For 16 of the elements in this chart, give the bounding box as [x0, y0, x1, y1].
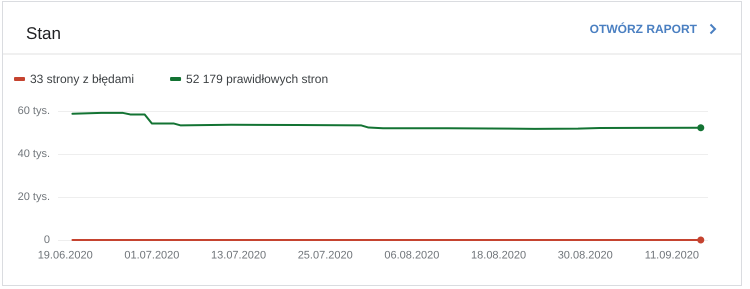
- x-tick-label: 06.08.2020: [384, 250, 440, 262]
- text: OTWÓRZ RAPORT: [590, 22, 698, 36]
- x-tick-label: 30.08.2020: [558, 250, 613, 262]
- y-tick-label: 40 tys.: [18, 148, 50, 160]
- y-tick-label: 0: [44, 234, 50, 246]
- x-tick-label: 01.07.2020: [124, 250, 180, 262]
- chart-title: Stan: [26, 24, 61, 43]
- x-tick-label: 25.07.2020: [298, 250, 353, 262]
- y-tick-label: 20 tys.: [18, 191, 50, 203]
- x-tick-label: 18.08.2020: [471, 250, 526, 262]
- x-tick-label: 13.07.2020: [211, 250, 266, 262]
- legend-label: 33 strony z błędami: [30, 72, 134, 86]
- x-tick-label: 11.09.2020: [644, 250, 700, 262]
- x-tick-label: 19.06.2020: [38, 250, 93, 262]
- y-tick-label: 60 tys.: [18, 105, 50, 117]
- legend-label: 52 179 prawidłowych stron: [186, 72, 328, 86]
